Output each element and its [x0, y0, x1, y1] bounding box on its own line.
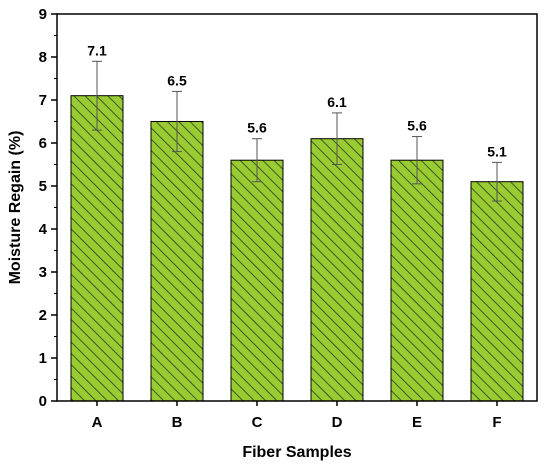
data-label-e: 5.6 [407, 118, 427, 134]
x-tick-label-d: D [332, 414, 343, 431]
x-tick-label-a: A [92, 414, 103, 431]
y-tick-label-8: 8 [39, 49, 47, 66]
x-tick-label-b: B [172, 414, 183, 431]
data-label-c: 5.6 [247, 120, 267, 136]
data-label-a: 7.1 [87, 42, 107, 58]
x-tick-label-f: F [492, 414, 501, 431]
plot-frame [56, 13, 538, 402]
bar-a [70, 95, 124, 402]
y-tick-label-3: 3 [39, 264, 47, 281]
y-tick-label-2: 2 [39, 307, 47, 324]
bar-f [470, 181, 524, 402]
bar-e [390, 159, 444, 402]
plot-area: 7.1 A 6.5 B 5.6 C 6.1 D 5.6 E 5.1 F 0 1 2 3 4 5 6 7 8 9 [39, 6, 538, 431]
y-tick-label-0: 0 [39, 393, 47, 410]
bar-d [310, 138, 364, 402]
bar-c [230, 159, 284, 402]
data-label-d: 6.1 [327, 94, 347, 110]
y-tick-label-6: 6 [39, 135, 47, 152]
data-label-f: 5.1 [487, 143, 507, 159]
y-tick-label-4: 4 [39, 221, 48, 238]
y-tick-label-5: 5 [39, 178, 47, 195]
y-tick-label-9: 9 [39, 6, 47, 23]
x-tick-label-e: E [412, 414, 422, 431]
data-label-b: 6.5 [167, 72, 187, 88]
y-axis-title: Moisture Regain (%) [7, 131, 24, 285]
y-tick-label-1: 1 [39, 350, 47, 367]
y-tick-label-7: 7 [39, 92, 47, 109]
x-axis-title: Fiber Samples [242, 444, 351, 461]
x-tick-label-c: C [252, 414, 263, 431]
bar-b [150, 121, 204, 402]
